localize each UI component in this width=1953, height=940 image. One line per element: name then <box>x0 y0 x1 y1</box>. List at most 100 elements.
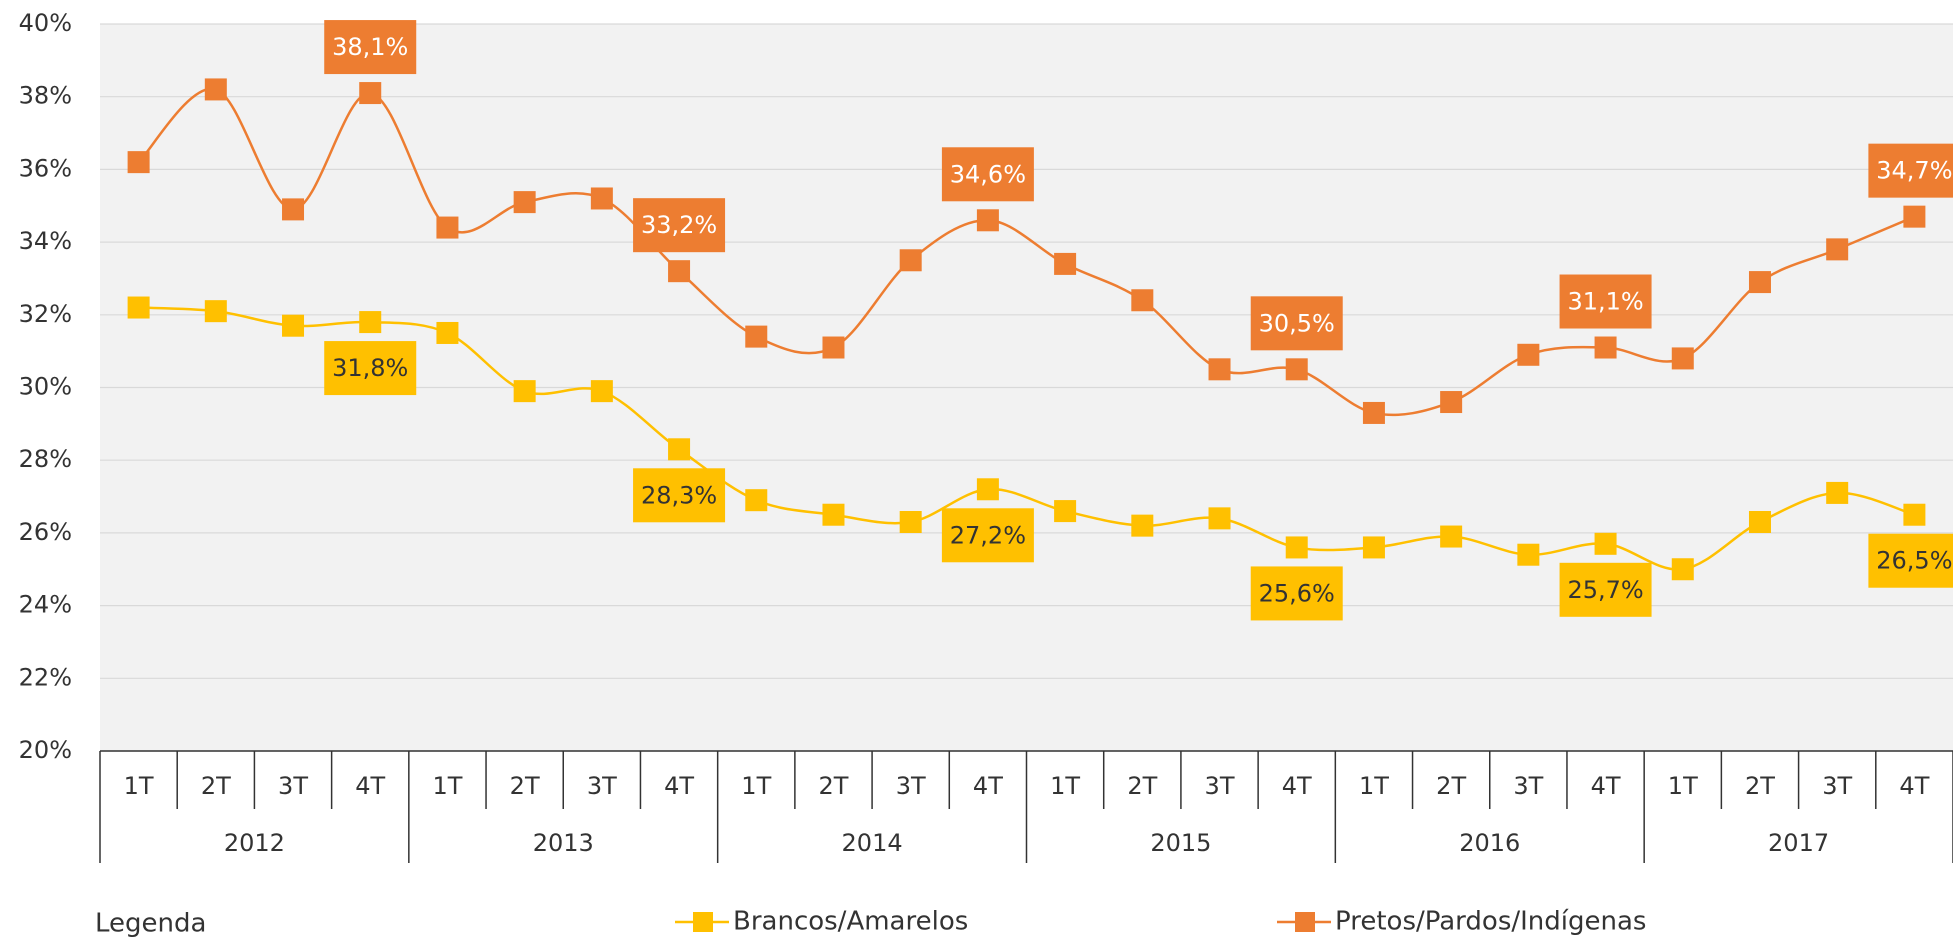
point-marker <box>1054 500 1077 523</box>
value-label-box <box>1868 143 1953 198</box>
value-label: 25,6% <box>1259 579 1335 607</box>
point-marker <box>1285 358 1308 381</box>
point-marker <box>745 489 768 512</box>
point-marker <box>513 380 536 403</box>
value-label-box <box>1250 566 1343 621</box>
x-tick-label: 4T <box>1282 772 1312 800</box>
point-marker <box>976 478 999 501</box>
point-marker <box>127 151 150 174</box>
year-label: 2012 <box>224 829 285 857</box>
point-marker <box>204 300 227 323</box>
point-marker <box>1517 343 1540 366</box>
x-tick-label: 1T <box>432 772 462 800</box>
x-tick-label: 2T <box>510 772 540 800</box>
value-label: 33,2% <box>641 211 717 239</box>
point-marker <box>1594 532 1617 555</box>
point-marker <box>1594 336 1617 359</box>
point-marker <box>1903 503 1926 526</box>
y-tick-label: 34% <box>19 227 72 255</box>
value-label: 34,6% <box>950 160 1026 188</box>
value-label-box <box>633 198 726 253</box>
value-label: 28,3% <box>641 481 717 509</box>
legend-marker <box>1295 912 1315 932</box>
value-label-box <box>1559 274 1652 329</box>
point-marker <box>590 187 613 210</box>
point-marker <box>436 216 459 239</box>
point-marker <box>1903 205 1926 228</box>
x-tick-label: 2T <box>819 772 849 800</box>
point-marker <box>1826 481 1849 504</box>
x-tick-label: 4T <box>664 772 694 800</box>
point-marker <box>1362 536 1385 559</box>
x-tick-label: 3T <box>1513 772 1543 800</box>
point-marker <box>1285 536 1308 559</box>
x-tick-label: 3T <box>896 772 926 800</box>
point-marker <box>204 78 227 101</box>
point-marker <box>282 198 305 221</box>
x-tick-label: 3T <box>278 772 308 800</box>
y-tick-label: 28% <box>19 445 72 473</box>
point-marker <box>1131 514 1154 537</box>
y-tick-label: 40% <box>19 9 72 37</box>
value-label-box <box>1559 562 1652 617</box>
year-label: 2014 <box>842 829 903 857</box>
point-marker <box>899 510 922 533</box>
point-marker <box>1440 391 1463 414</box>
legend-label: Pretos/Pardos/Indígenas <box>1335 907 1646 937</box>
value-label-box <box>1250 296 1343 351</box>
value-label: 30,5% <box>1259 309 1335 337</box>
point-marker <box>590 380 613 403</box>
x-tick-label: 1T <box>1050 772 1080 800</box>
point-marker <box>822 336 845 359</box>
value-label: 25,7% <box>1567 576 1643 604</box>
point-marker <box>1362 401 1385 424</box>
x-tick-label: 3T <box>1205 772 1235 800</box>
y-tick-label: 22% <box>19 663 72 691</box>
x-tick-label: 3T <box>587 772 617 800</box>
value-label-box <box>324 20 417 75</box>
legend-marker <box>693 912 713 932</box>
point-marker <box>1054 252 1077 275</box>
value-label: 38,1% <box>332 33 408 61</box>
point-marker <box>668 438 691 461</box>
x-tick-label: 4T <box>1591 772 1621 800</box>
point-marker <box>513 191 536 214</box>
point-marker <box>359 311 382 334</box>
point-marker <box>1671 347 1694 370</box>
x-tick-label: 1T <box>124 772 154 800</box>
point-marker <box>822 503 845 526</box>
point-marker <box>1208 507 1231 530</box>
value-label: 31,1% <box>1567 288 1643 316</box>
year-label: 2015 <box>1150 829 1211 857</box>
x-tick-label: 2T <box>1436 772 1466 800</box>
point-marker <box>1671 558 1694 581</box>
value-label: 34,7% <box>1876 157 1952 185</box>
point-marker <box>1208 358 1231 381</box>
value-label: 26,5% <box>1876 547 1952 575</box>
point-marker <box>436 321 459 344</box>
x-tick-label: 1T <box>1359 772 1389 800</box>
y-tick-label: 36% <box>19 154 72 182</box>
value-label: 27,2% <box>950 521 1026 549</box>
x-tick-label: 3T <box>1822 772 1852 800</box>
x-tick-label: 2T <box>1745 772 1775 800</box>
point-marker <box>1748 510 1771 533</box>
value-label-box <box>941 508 1034 563</box>
y-tick-label: 38% <box>19 82 72 110</box>
point-marker <box>1748 271 1771 294</box>
point-marker <box>127 296 150 319</box>
point-marker <box>899 249 922 272</box>
y-tick-label: 30% <box>19 373 72 401</box>
point-marker <box>282 314 305 337</box>
year-label: 2013 <box>533 829 594 857</box>
value-label-box <box>324 341 417 396</box>
x-tick-label: 4T <box>355 772 385 800</box>
legend-title: Legenda <box>95 909 206 939</box>
point-marker <box>1440 525 1463 548</box>
year-label: 2017 <box>1768 829 1829 857</box>
year-label: 2016 <box>1459 829 1520 857</box>
value-label-box <box>633 468 726 523</box>
x-tick-label: 2T <box>1127 772 1157 800</box>
